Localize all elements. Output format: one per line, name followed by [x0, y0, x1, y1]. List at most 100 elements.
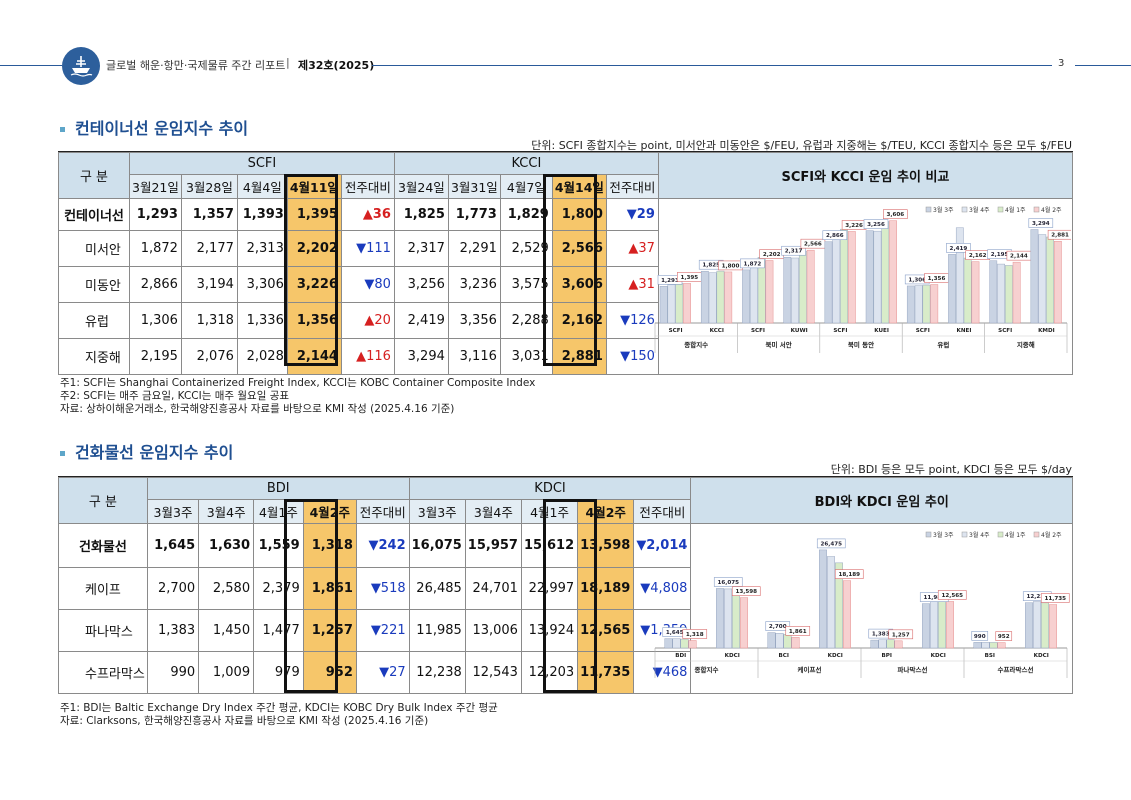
note-line: 자료: Clarksons, 한국해양진흥공사 자료를 바탕으로 KMI 작성 …	[60, 715, 429, 727]
header-line-right	[372, 65, 1052, 66]
legend-swatch	[1033, 531, 1040, 538]
cell-change: ▲36	[340, 198, 395, 231]
data-label: 1,872	[744, 261, 762, 267]
data-label: 1,645	[666, 630, 684, 636]
cell-value: 1,009	[198, 651, 255, 694]
section-bullet-icon	[60, 127, 65, 132]
bar-mark	[955, 227, 964, 324]
tick-label: BDI	[675, 653, 686, 659]
group-label: 지중해	[1017, 340, 1035, 349]
bar-mark	[971, 261, 980, 324]
cell-value: 952	[302, 651, 357, 694]
chart-title: SCFI와 KCCI 운임 추이 비교	[657, 152, 1074, 199]
cell-value: 1,318	[180, 302, 238, 339]
cell-value: 3,306	[236, 266, 288, 303]
legend-swatch	[961, 531, 968, 538]
cell-change: ▼4,808	[633, 567, 692, 610]
data-label: 3,606	[886, 212, 904, 218]
data-label: 2,162	[969, 253, 987, 259]
bar-mark	[824, 241, 833, 324]
cell-change: ▲116	[340, 338, 395, 375]
bar-mark	[791, 637, 800, 649]
group-bdi: BDI	[146, 477, 410, 500]
cell-value: 1,559	[253, 523, 304, 568]
bar-mark	[981, 641, 990, 649]
data-label: 3,256	[867, 222, 885, 228]
note-line: 주1: SCFI는 Shanghai Containerized Freight…	[60, 377, 536, 389]
col-label: 구 분	[58, 477, 148, 524]
chart-title: BDI와 KDCI 운임 추이	[690, 477, 1073, 524]
bar-mark	[683, 283, 691, 324]
data-label-box	[713, 577, 743, 587]
data-label: 1,861	[789, 629, 807, 635]
tick-label: KMDI	[1038, 328, 1055, 334]
table-row: 수프라막스 990 1,009 979 952 ▼27 12,238 12,543 12,203…	[58, 651, 1073, 694]
cell-value: 2,317	[393, 230, 449, 267]
bulk-section-title: 건화물선 운임지수 추이	[60, 439, 233, 463]
data-label: 2,195	[991, 252, 1009, 258]
data-label: 1,306	[908, 277, 926, 283]
cell-value: 26,485	[408, 567, 466, 610]
report-title: 글로벌 해운·항만·국제물류 주간 리포트	[106, 59, 286, 72]
sub-header: 3월3주	[408, 499, 466, 524]
tick-label: KDCI	[1034, 653, 1049, 659]
legend-swatch	[961, 206, 968, 213]
group-kdci: KDCI	[408, 477, 692, 500]
cell-value: 13,006	[464, 609, 522, 652]
bar-mark	[827, 556, 835, 649]
chart-cell	[690, 523, 1073, 694]
bar-mark	[806, 249, 815, 324]
cell-value: 2,028	[236, 338, 288, 375]
data-label-box	[1047, 229, 1071, 240]
cell-value: 1,257	[302, 609, 357, 652]
tick-label: KUWI	[791, 328, 808, 334]
bar-mark	[732, 589, 740, 649]
cell-value: 3,606	[551, 266, 607, 303]
cell-value: 2,419	[393, 302, 449, 339]
tick-label: SCFI	[669, 328, 683, 334]
bar-mark	[765, 260, 774, 324]
group-label: 유럽	[937, 340, 949, 349]
bar-mark	[688, 640, 697, 649]
tick-label: KCCI	[710, 328, 724, 334]
bar-mark	[938, 596, 946, 649]
ship-logo-icon	[62, 47, 100, 85]
bar-mark	[989, 260, 998, 324]
cell-value: 15,957	[464, 523, 522, 568]
cell-change: ▲20	[340, 302, 395, 339]
cell-value: 2,379	[253, 567, 304, 610]
sub-header: 4월14일	[551, 174, 607, 199]
note-line: 자료: 상하이해운거래소, 한국해양진흥공사 자료를 바탕으로 KMI 작성 (…	[60, 403, 455, 415]
legend-swatch	[1033, 206, 1040, 213]
cell-value: 3,116	[447, 338, 501, 375]
bar-mark	[873, 230, 882, 324]
cell-value: 1,383	[146, 609, 200, 652]
cell-value: 1,306	[128, 302, 182, 339]
header-separator: |	[286, 56, 290, 69]
container-notes: 주1: SCFI는 Shanghai Containerized Freight…	[60, 377, 535, 416]
sub-header: 전주대비	[633, 499, 692, 524]
cell-value: 2,076	[180, 338, 238, 375]
cell-value: 1,630	[198, 523, 255, 568]
bar-mark	[791, 257, 799, 324]
bar-mark	[835, 562, 843, 649]
cell-value: 2,580	[198, 567, 255, 610]
cell-value: 1,861	[302, 567, 357, 610]
row-label: 케이프	[58, 567, 148, 610]
bar-mark	[906, 285, 915, 324]
data-label: 2,566	[804, 242, 822, 248]
legend-label: 4월 2주	[1041, 206, 1062, 214]
cell-value: 12,203	[520, 651, 579, 694]
data-label-box	[946, 243, 971, 253]
tick-label: KDCI	[725, 653, 740, 659]
group-label: 종합지수	[695, 665, 719, 674]
data-label: 3,294	[1032, 221, 1050, 227]
row-label: 미서안	[58, 230, 130, 267]
bar-mark	[889, 220, 897, 324]
legend-swatch	[925, 206, 932, 213]
bar-mark	[1046, 236, 1054, 324]
data-label-box	[995, 631, 1013, 641]
sub-header: 전주대비	[340, 174, 395, 199]
legend-label: 3월 4주	[969, 531, 990, 539]
bar-mark	[700, 270, 709, 324]
